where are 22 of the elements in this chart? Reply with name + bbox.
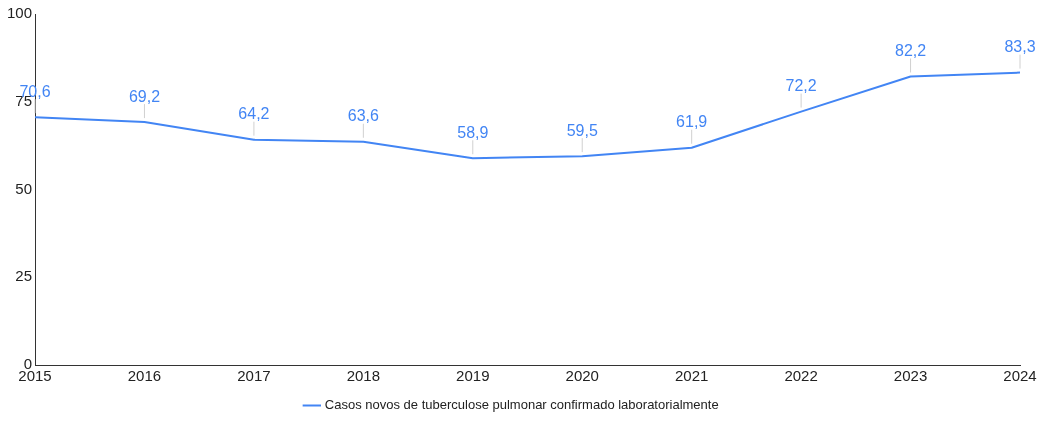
data-label: 82,2 [894,41,927,59]
data-label: 59,5 [566,121,598,139]
x-tick-label: 2023 [893,367,928,385]
data-label: 63,6 [347,107,380,125]
x-tick-label: 2021 [674,367,709,385]
data-label: 64,2 [238,105,270,123]
data-label: 61,9 [676,113,708,131]
y-tick-label: 25 [15,267,33,285]
data-label: 83,3 [1004,38,1036,56]
x-tick-label: 2017 [237,367,271,385]
data-label: 58,9 [457,123,489,141]
x-tick-label: 2022 [784,367,818,385]
y-tick-label: 100 [7,4,33,22]
x-tick-label: 2019 [456,367,490,385]
x-tick-label: 2018 [346,367,381,385]
x-tick-label: 2016 [127,367,162,385]
x-tick-label: 2024 [1003,367,1037,385]
x-tick-label: 2020 [565,367,599,385]
legend-label: Casos novos de tuberculose pulmonar confirmado laboratorialmente [324,397,719,413]
data-label: 72,2 [785,76,817,94]
data-label: 69,2 [128,87,161,105]
y-tick-label: 50 [15,179,33,197]
